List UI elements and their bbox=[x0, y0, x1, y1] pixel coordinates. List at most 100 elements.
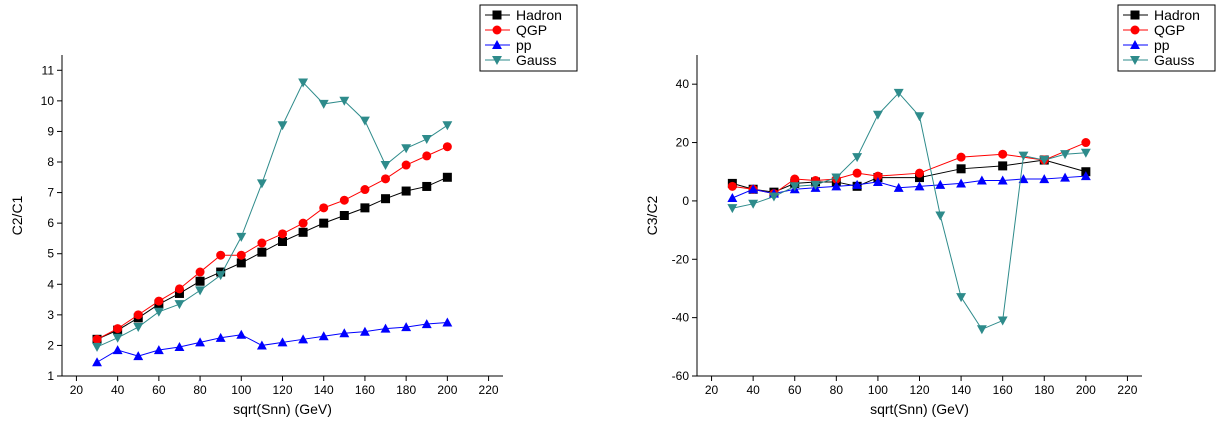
y-tick-label: 8 bbox=[47, 155, 54, 169]
series-line bbox=[732, 92, 1086, 330]
x-tick-label: 200 bbox=[437, 383, 457, 397]
marker bbox=[174, 288, 184, 298]
marker bbox=[492, 25, 502, 35]
marker bbox=[914, 112, 925, 122]
marker bbox=[956, 293, 967, 303]
marker bbox=[492, 40, 502, 50]
marker bbox=[831, 173, 842, 183]
x-tick-label: 40 bbox=[111, 383, 125, 397]
marker bbox=[339, 328, 350, 338]
marker bbox=[298, 218, 308, 228]
marker bbox=[789, 182, 800, 192]
marker bbox=[278, 236, 287, 246]
marker bbox=[873, 171, 883, 181]
series-line bbox=[732, 175, 1086, 199]
marker bbox=[154, 296, 164, 306]
marker bbox=[748, 199, 759, 209]
y-axis-label: C2/C1 bbox=[9, 195, 25, 235]
marker bbox=[174, 342, 185, 352]
x-axis-label: sqrt(Snn) (GeV) bbox=[870, 401, 969, 417]
marker bbox=[360, 185, 370, 195]
marker bbox=[1130, 10, 1140, 20]
x-tick-label: 40 bbox=[746, 383, 760, 397]
marker bbox=[998, 149, 1008, 159]
y-tick-label: 10 bbox=[41, 94, 55, 108]
marker bbox=[956, 164, 966, 174]
marker bbox=[1018, 174, 1029, 184]
marker bbox=[381, 194, 391, 204]
marker bbox=[195, 276, 205, 286]
marker bbox=[215, 332, 226, 342]
marker bbox=[92, 357, 102, 367]
marker bbox=[997, 316, 1008, 326]
x-tick-label: 20 bbox=[705, 383, 719, 397]
marker bbox=[153, 345, 164, 355]
legend-label: Gauss bbox=[1154, 52, 1194, 68]
y-tick-label: 4 bbox=[47, 277, 54, 291]
marker bbox=[935, 179, 946, 189]
marker bbox=[236, 258, 246, 268]
marker bbox=[195, 267, 205, 277]
series-line bbox=[96, 176, 448, 340]
legend-label: Hadron bbox=[516, 7, 562, 23]
marker bbox=[112, 333, 123, 343]
legend-label: Hadron bbox=[1154, 7, 1200, 23]
y-axis-label: C3/C2 bbox=[644, 195, 660, 235]
x-tick-label: 120 bbox=[909, 383, 929, 397]
marker bbox=[956, 178, 967, 188]
marker bbox=[380, 323, 391, 333]
y-tick-label: 40 bbox=[676, 77, 690, 91]
marker bbox=[381, 174, 391, 184]
marker bbox=[422, 181, 432, 191]
marker bbox=[153, 307, 164, 317]
x-tick-label: 200 bbox=[1076, 383, 1096, 397]
marker bbox=[257, 247, 267, 257]
marker bbox=[359, 326, 370, 336]
marker bbox=[216, 250, 226, 260]
x-tick-label: 160 bbox=[355, 383, 375, 397]
x-tick-label: 60 bbox=[788, 383, 802, 397]
x-axis-label: sqrt(Snn) (GeV) bbox=[233, 401, 332, 417]
marker bbox=[1081, 138, 1091, 148]
marker bbox=[790, 174, 800, 184]
marker bbox=[195, 337, 206, 347]
marker bbox=[319, 218, 329, 228]
marker bbox=[339, 96, 350, 106]
marker bbox=[277, 121, 288, 131]
marker bbox=[1039, 156, 1050, 166]
marker bbox=[1060, 150, 1071, 160]
marker bbox=[1060, 172, 1071, 182]
x-tick-label: 140 bbox=[951, 383, 971, 397]
x-tick-label: 140 bbox=[314, 383, 334, 397]
marker bbox=[998, 161, 1008, 171]
marker bbox=[492, 55, 502, 65]
legend-label: QGP bbox=[516, 22, 547, 38]
marker bbox=[831, 181, 842, 191]
marker bbox=[976, 175, 987, 185]
marker bbox=[748, 184, 759, 194]
marker bbox=[401, 186, 411, 196]
y-tick-label: 5 bbox=[47, 247, 54, 261]
marker bbox=[727, 181, 737, 191]
marker bbox=[236, 232, 247, 242]
x-tick-label: 160 bbox=[993, 383, 1013, 397]
y-tick-label: 20 bbox=[676, 136, 690, 150]
marker bbox=[852, 168, 862, 178]
marker bbox=[256, 179, 267, 189]
marker bbox=[1130, 25, 1140, 35]
marker bbox=[174, 300, 185, 310]
marker bbox=[195, 286, 206, 296]
chart: 20 40 60 80 100 120 140 160 180 200 220 -60 -40 -20 0 2… bbox=[644, 4, 1216, 417]
marker bbox=[298, 227, 308, 237]
marker bbox=[277, 337, 288, 347]
marker bbox=[112, 345, 123, 355]
marker bbox=[852, 153, 863, 163]
marker bbox=[298, 334, 309, 344]
marker bbox=[92, 334, 102, 344]
legend-label: pp bbox=[516, 37, 532, 53]
marker bbox=[401, 322, 412, 332]
y-tick-label: 3 bbox=[47, 308, 54, 322]
series-line bbox=[96, 322, 448, 363]
marker bbox=[914, 181, 925, 191]
